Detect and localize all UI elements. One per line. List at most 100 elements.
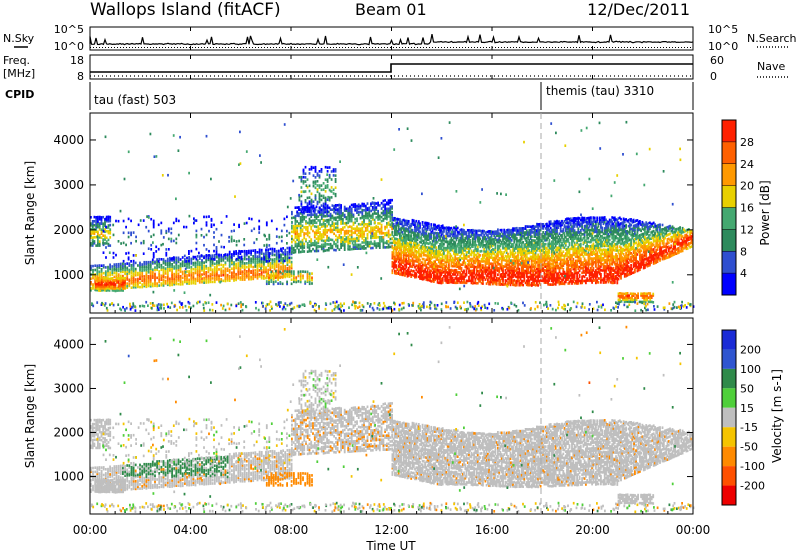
power-cell bbox=[384, 246, 386, 249]
power-cell bbox=[488, 240, 490, 243]
power-cell bbox=[335, 216, 337, 220]
power-cell bbox=[126, 284, 129, 288]
power-cell bbox=[387, 229, 390, 233]
power-cell bbox=[495, 232, 498, 235]
power-cell bbox=[342, 214, 344, 217]
power-cell bbox=[476, 255, 479, 259]
power-cell bbox=[290, 278, 293, 281]
power-cell bbox=[122, 276, 124, 280]
power-cell bbox=[373, 242, 376, 246]
power-cell bbox=[446, 256, 449, 260]
power-cell bbox=[410, 275, 413, 278]
power-cell bbox=[427, 234, 430, 238]
power-cell bbox=[320, 198, 323, 202]
power-cell bbox=[530, 284, 533, 287]
power-cell bbox=[438, 260, 440, 264]
power-cell bbox=[488, 268, 490, 272]
power-cell bbox=[434, 239, 436, 242]
power-cell bbox=[411, 237, 414, 241]
power-cell bbox=[453, 263, 455, 266]
power-cell bbox=[195, 247, 198, 251]
power-cell bbox=[394, 229, 396, 233]
power-cell bbox=[528, 249, 531, 252]
power-cell bbox=[248, 251, 250, 255]
power-cell bbox=[489, 246, 492, 249]
power-cell bbox=[350, 213, 353, 216]
power-cell bbox=[497, 232, 499, 235]
power-cell bbox=[268, 274, 270, 277]
power-cell bbox=[269, 264, 272, 267]
power-cell bbox=[157, 247, 160, 251]
power-cell bbox=[470, 245, 473, 248]
power-cell bbox=[237, 262, 240, 265]
power-cell bbox=[316, 188, 319, 191]
power-cell bbox=[368, 208, 371, 212]
power-cell bbox=[114, 279, 117, 282]
power-cell bbox=[104, 228, 106, 231]
power-cell bbox=[143, 275, 146, 278]
power-cell bbox=[524, 243, 527, 246]
power-cell bbox=[340, 246, 342, 249]
power-cell bbox=[427, 255, 430, 258]
power-cell bbox=[248, 277, 250, 281]
power-cell bbox=[184, 276, 186, 280]
power-cell bbox=[425, 237, 428, 241]
power-cell bbox=[310, 205, 313, 208]
power-cell bbox=[406, 248, 409, 251]
power-cell bbox=[387, 243, 390, 247]
power-cell bbox=[109, 266, 111, 269]
power-cell bbox=[485, 244, 488, 247]
power-cell bbox=[446, 250, 449, 254]
power-cell bbox=[409, 271, 411, 274]
power-cell bbox=[265, 266, 267, 269]
power-cell bbox=[340, 204, 342, 207]
power-cell bbox=[352, 203, 355, 206]
power-cell bbox=[184, 260, 186, 264]
power-cell bbox=[455, 244, 458, 248]
power-cell bbox=[366, 212, 369, 215]
power-cell bbox=[416, 266, 419, 270]
power-cell bbox=[122, 241, 125, 245]
power-cell bbox=[265, 245, 268, 249]
power-cell bbox=[113, 285, 115, 288]
power-cell bbox=[519, 271, 522, 275]
power-cell bbox=[373, 244, 376, 247]
power-cell bbox=[503, 241, 506, 244]
power-cell bbox=[443, 236, 445, 240]
power-cell bbox=[357, 245, 360, 248]
power-cell bbox=[524, 253, 527, 257]
power-cell bbox=[532, 277, 534, 281]
power-cell bbox=[395, 272, 398, 275]
power-cell bbox=[278, 256, 281, 259]
power-cell bbox=[107, 215, 110, 219]
power-cell bbox=[421, 251, 424, 254]
power-cell bbox=[421, 229, 424, 232]
power-cell bbox=[139, 261, 141, 265]
power-cell bbox=[530, 269, 533, 272]
power-cell bbox=[415, 256, 418, 259]
power-cell bbox=[243, 274, 246, 277]
power-cell bbox=[434, 264, 436, 267]
power-cell bbox=[116, 289, 118, 292]
power-cell bbox=[504, 254, 507, 258]
power-cell bbox=[275, 249, 278, 253]
power-cell bbox=[527, 282, 529, 285]
power-cell bbox=[420, 251, 423, 254]
power-cell bbox=[420, 249, 423, 252]
power-cell bbox=[310, 219, 313, 223]
power-cell bbox=[284, 254, 287, 258]
power-cell bbox=[357, 229, 360, 232]
power-cell bbox=[389, 198, 392, 202]
power-cell bbox=[335, 228, 337, 232]
power-cell bbox=[401, 271, 404, 275]
power-cell bbox=[522, 275, 524, 279]
power-cell bbox=[347, 207, 350, 210]
power-cell bbox=[97, 220, 99, 223]
power-cell bbox=[461, 238, 464, 242]
power-cell bbox=[149, 268, 152, 272]
power-cell bbox=[459, 265, 462, 268]
power-cell bbox=[101, 278, 103, 282]
power-cell bbox=[471, 279, 474, 283]
power-cell bbox=[158, 276, 161, 279]
power-cell bbox=[326, 220, 328, 224]
